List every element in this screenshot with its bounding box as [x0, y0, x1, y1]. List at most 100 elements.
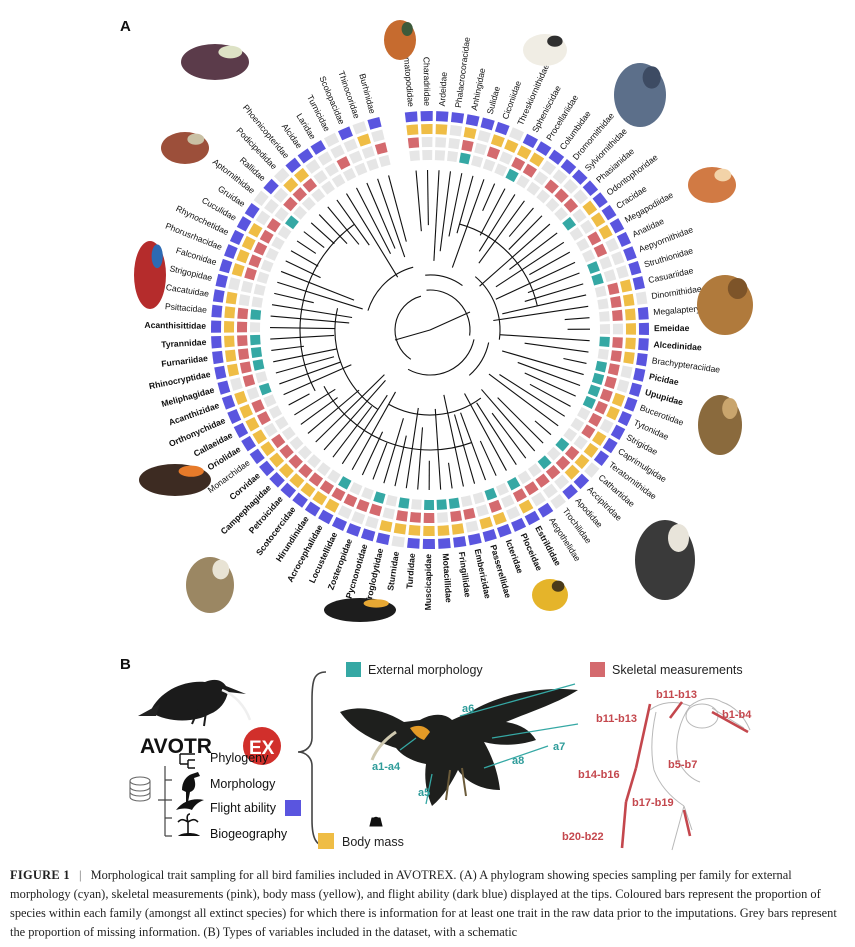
trait-bar: [448, 497, 460, 509]
trait-bar: [437, 512, 449, 523]
measure-label-a5: a5: [418, 787, 430, 799]
trait-bar: [253, 241, 268, 256]
trait-bar: [616, 379, 630, 393]
trait-bar: [284, 215, 299, 230]
trait-bar: [587, 231, 602, 246]
trait-bar: [437, 525, 450, 536]
trait-bar: [522, 163, 537, 178]
trait-bar: [587, 261, 600, 274]
trait-bar: [241, 435, 257, 452]
tree-branch: [451, 179, 485, 268]
trait-bar: [623, 351, 635, 365]
trait-bar: [337, 126, 353, 141]
huia-flight-illustration: [340, 688, 578, 806]
trait-bar: [260, 441, 276, 457]
trait-bar: [266, 218, 281, 233]
phylogram-figure: Haematopodidae Charadriidae Ardeidae Phalac…: [134, 20, 753, 622]
trait-bar: [500, 494, 515, 508]
trait-bar: [591, 273, 604, 286]
trait-bar: [476, 504, 489, 517]
caption-label: FIGURE 1: [10, 868, 70, 882]
trait-bar: [496, 523, 512, 538]
caption-text: Morphological trait sampling for all bir…: [10, 868, 837, 939]
trait-bar: [562, 216, 577, 231]
trait-bar: [572, 169, 588, 185]
trait-bar: [300, 482, 316, 498]
trait-bar: [622, 293, 635, 307]
trait-bar: [307, 454, 322, 469]
external-measurement-lines: [399, 683, 579, 805]
trait-bar: [360, 528, 376, 542]
trait-bar: [263, 394, 277, 408]
bird-illustration-crested-bird: [139, 464, 211, 496]
tree-branch: [502, 294, 587, 315]
trait-bar: [535, 141, 552, 157]
trait-bar: [236, 216, 252, 232]
trait-bar: [436, 499, 448, 510]
trait-bar: [256, 271, 270, 284]
trait-bar: [593, 450, 610, 466]
trait-bar: [577, 406, 591, 421]
trait-bar: [265, 247, 279, 261]
trait-bar: [511, 517, 527, 532]
morphology-icon: [182, 772, 200, 802]
tree-branch: [517, 361, 581, 387]
trait-bar: [486, 146, 501, 160]
caption-separator: |: [79, 868, 82, 882]
trait-bar: [279, 444, 294, 459]
family-label: Emeidae: [654, 323, 690, 333]
trait-bar: [308, 472, 324, 487]
tree-clade-arc: [407, 339, 475, 376]
trait-bar: [369, 503, 383, 517]
tree-branch: [318, 214, 348, 244]
tree-branch: [524, 283, 584, 302]
family-label: Emberizidae: [473, 548, 493, 600]
trait-bar: [494, 163, 508, 177]
tree-branch: [524, 342, 589, 353]
trait-bar: [234, 390, 248, 405]
family-label: Ardeidae: [437, 71, 449, 106]
tree-branch: [508, 207, 534, 237]
trait-bar: [421, 137, 433, 148]
tree-clade-arc: [459, 223, 538, 307]
trait-bar: [223, 321, 235, 333]
family-label: Furnariidae: [161, 353, 209, 369]
tree-branch: [336, 199, 370, 246]
trait-bar: [533, 171, 549, 186]
category-flight-ability: Flight ability: [210, 801, 277, 815]
trait-bar: [424, 499, 435, 510]
tree-branch: [366, 182, 396, 249]
trait-bar: [554, 474, 570, 490]
trait-bar: [587, 384, 601, 398]
trait-bar: [610, 296, 622, 308]
trait-bar: [422, 538, 436, 549]
trait-bar: [313, 169, 328, 185]
trait-bar: [505, 168, 519, 183]
trait-bar: [594, 285, 607, 298]
trait-bar: [435, 111, 449, 122]
tree-branch: [479, 188, 506, 236]
trait-bar: [482, 529, 497, 542]
trait-bar: [536, 189, 551, 204]
trait-bar: [624, 308, 636, 321]
trait-bar: [582, 200, 598, 216]
tree-branch: [283, 364, 352, 396]
trait-bar: [342, 167, 357, 182]
trait-bar: [312, 490, 328, 506]
trait-bar: [451, 523, 465, 535]
trait-bar: [450, 510, 463, 522]
trait-bar: [574, 454, 590, 470]
trait-bar: [505, 506, 521, 520]
tree-branch: [453, 414, 476, 484]
trait-bar: [236, 249, 250, 264]
trait-bar: [257, 411, 271, 426]
trait-bar: [336, 156, 351, 170]
trait-bar: [301, 196, 316, 211]
trait-bar: [438, 538, 451, 549]
trait-bar: [264, 198, 279, 214]
trait-bar: [465, 114, 480, 127]
bird-illustration-elephant-bird: [697, 275, 753, 335]
trait-bar: [421, 124, 433, 135]
trait-bar: [516, 145, 532, 160]
trait-bar: [361, 487, 374, 500]
